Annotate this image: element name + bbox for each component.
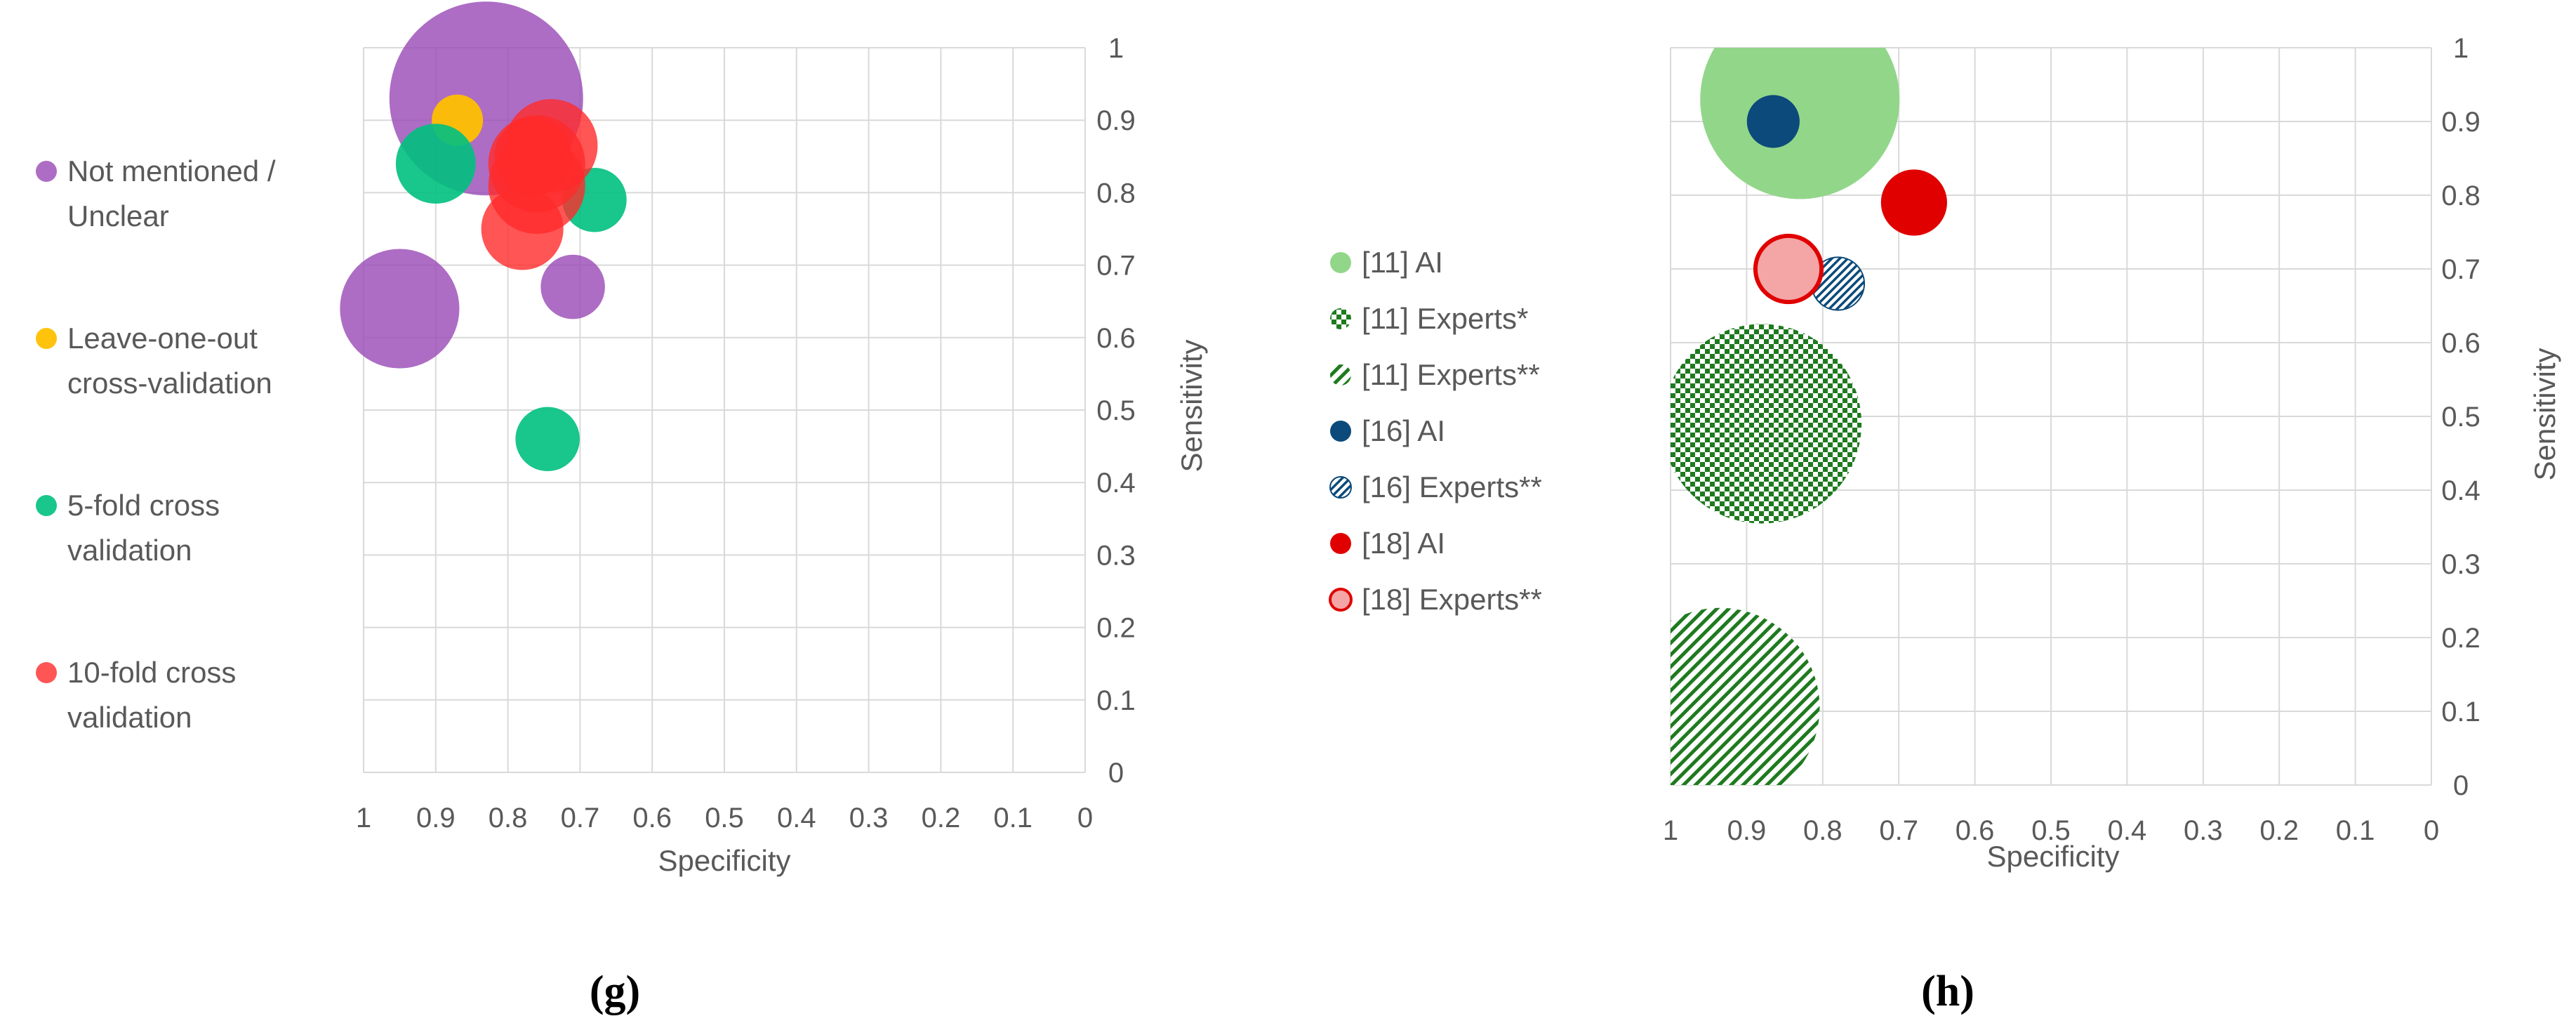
chart-g-y-tick-label: 0.2 (1096, 613, 1136, 644)
chart-g-x-tick-label: 0.3 (849, 803, 889, 833)
chart-h-y-tick-label: 0.4 (2441, 475, 2481, 506)
chart-h-axes: 1 0.9 0.8 0.7 0.6 0.5 0.4 0.3 0.2 0.1 00 0.1 0.2 0.3 0… (1663, 33, 2481, 846)
chart-g-x-tick-label: 0.5 (705, 803, 744, 833)
chart-h-x-tick-label: 0.5 (2031, 815, 2071, 846)
chart-h-legend-marker (1330, 252, 1351, 273)
chart-g-legend-marker (36, 662, 57, 683)
chart-h-legend: [11] AI [11] Experts* [11] Experts** [16] A… (1329, 246, 1542, 616)
chart-h-legend-marker (1330, 308, 1351, 329)
chart-h-y-tick-label: 1 (2453, 33, 2469, 64)
chart-h-bubble-18-experts-0 (1753, 233, 1824, 305)
chart-h-legend-marker (1330, 421, 1351, 442)
chart-g-legend-label: 5-fold cross (67, 489, 220, 522)
chart-g-y-tick-label: 0.9 (1096, 105, 1136, 136)
chart-g-y-tick-label: 0.1 (1096, 685, 1136, 716)
chart-h-bubble-11-ai-0 (1700, 48, 1900, 199)
chart-g-legend-marker (36, 495, 57, 516)
chart-h-x-tick-label: 0.6 (1956, 815, 1995, 846)
chart-h-panel-label: (h) (1921, 968, 1974, 1015)
chart-h-legend-label: [11] Experts* (1362, 302, 1528, 335)
chart-g-legend-label: validation (67, 701, 192, 734)
chart-h-y-tick-label: 0.2 (2441, 623, 2481, 654)
chart-h: 1 0.9 0.8 0.7 0.6 0.5 0.4 0.3 0.2 0.1 00 0.1 0.2 0.3 0… (1329, 33, 2561, 1015)
chart-g-legend-marker (36, 161, 57, 182)
chart-h-x-tick-label: 0.1 (2336, 815, 2375, 846)
chart-g-legend-label: validation (67, 534, 192, 567)
chart-g-x-tick-label: 0.8 (489, 803, 528, 833)
chart-g-x-tick-label: 0.2 (922, 803, 961, 833)
chart-h-legend-label: [18] AI (1362, 527, 1445, 560)
chart-h-bubble-18-ai-0 (1880, 169, 1947, 236)
chart-g-y-tick-label: 0.6 (1096, 323, 1136, 354)
chart-h-x-tick-label: 0.4 (2108, 815, 2147, 846)
chart-g-legend-label: Leave-one-out (67, 322, 258, 355)
chart-g-legend-label: 10-fold cross (67, 656, 236, 689)
chart-h-bubbles (1671, 48, 1947, 785)
chart-g-x-tick-label: 0 (1077, 803, 1093, 833)
chart-g-xlabel: Specificity (658, 844, 790, 877)
chart-h-y-tick-label: 0.6 (2441, 328, 2481, 359)
chart-g-y-tick-label: 0.4 (1096, 468, 1136, 499)
chart-g-panel-label: (g) (590, 968, 640, 1015)
chart-h-legend-marker (1330, 533, 1351, 554)
chart-h-x-tick-label: 0.9 (1727, 815, 1767, 846)
chart-g-ylabel: Sensitivity (1175, 339, 1208, 472)
chart-g-bubble-5-fold-cross-validation-2 (515, 407, 580, 472)
chart-g-x-tick-label: 0.7 (561, 803, 600, 833)
chart-g-legend: Not mentioned / Unclear Leave-one-out cross… (36, 154, 276, 734)
chart-g-bubble-not-mentioned-unclear-1 (340, 249, 460, 369)
chart-g-bubble-10-fold-cross-validation-4 (481, 187, 564, 270)
chart-h-legend-label: [18] Experts** (1362, 583, 1542, 616)
chart-h-legend-marker (1330, 364, 1351, 385)
chart-g-x-tick-label: 1 (356, 803, 371, 833)
chart-h-x-tick-label: 1 (1663, 815, 1678, 846)
chart-h-y-tick-label: 0.7 (2441, 254, 2481, 285)
chart-g-legend-label: cross-validation (67, 367, 272, 400)
chart-g-legend-label: Not mentioned / (67, 154, 276, 187)
chart-h-x-tick-label: 0.8 (1803, 815, 1843, 846)
chart-h-bubble-11-experts-0 (1671, 607, 1820, 785)
chart-g-axes: 1 0.9 0.8 0.7 0.6 0.5 0.4 0.3 0.2 0.1 00 0.1 0.2 0.3 0… (356, 33, 1136, 833)
chart-h-ylabel: Sensitivity (2528, 348, 2561, 480)
chart-g-y-tick-label: 0.7 (1096, 251, 1136, 282)
chart-h-x-tick-label: 0.7 (1879, 815, 1918, 846)
chart-h-legend-marker (1329, 588, 1353, 612)
chart-g-x-tick-label: 0.4 (777, 803, 816, 833)
chart-g-legend-label: Unclear (67, 199, 169, 232)
chart-g-bubble-not-mentioned-unclear-2 (540, 254, 605, 319)
chart-g-x-tick-label: 0.1 (993, 803, 1033, 833)
chart-g-y-tick-label: 0.5 (1096, 395, 1136, 426)
chart-h-y-tick-label: 0.3 (2441, 549, 2481, 580)
chart-g-bubbles (340, 1, 627, 472)
chart-g-bubble-10-fold-cross-validation-3 (494, 117, 572, 195)
chart-g-y-tick-label: 0 (1108, 758, 1124, 789)
chart-h-y-tick-label: 0 (2453, 770, 2469, 801)
chart-h-y-tick-label: 0.5 (2441, 402, 2481, 433)
chart-h-y-tick-label: 0.1 (2441, 697, 2481, 727)
chart-g-y-tick-label: 0.3 (1096, 540, 1136, 571)
chart-g-y-tick-label: 0.8 (1096, 178, 1136, 209)
chart-g-x-tick-label: 0.6 (632, 803, 672, 833)
chart-h-xlabel: Specificity (1986, 840, 2119, 873)
chart-g-y-tick-label: 1 (1108, 33, 1124, 64)
chart-h-bubble-16-ai-0 (1746, 95, 1800, 148)
chart-g: 1 0.9 0.8 0.7 0.6 0.5 0.4 0.3 0.2 0.1 00 0.1 0.2 0.3 0… (36, 1, 1208, 1015)
chart-h-legend-marker (1329, 476, 1352, 499)
chart-h-bubble-11-experts-0 (1671, 324, 1862, 524)
chart-h-y-tick-label: 0.8 (2441, 180, 2481, 211)
chart-g-x-tick-label: 0.9 (416, 803, 456, 833)
chart-h-x-tick-label: 0.3 (2184, 815, 2223, 846)
chart-h-legend-label: [11] AI (1362, 246, 1443, 279)
chart-h-x-tick-label: 0 (2424, 815, 2439, 846)
chart-h-legend-label: [16] AI (1362, 414, 1445, 447)
chart-h-y-tick-label: 0.9 (2441, 107, 2481, 138)
chart-h-legend-label: [11] Experts** (1362, 358, 1540, 391)
chart-g-bubble-5-fold-cross-validation-0 (395, 124, 476, 204)
chart-h-x-tick-label: 0.2 (2259, 815, 2299, 846)
chart-h-legend-label: [16] Experts** (1362, 470, 1542, 503)
chart-g-gridlines (363, 47, 1086, 773)
chart-g-legend-marker (36, 328, 57, 349)
